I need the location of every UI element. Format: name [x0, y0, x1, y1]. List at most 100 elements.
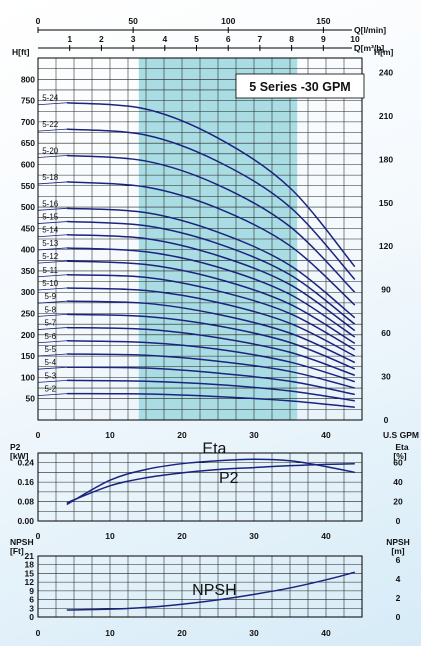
curve-label-5-11: 5-11: [43, 266, 59, 275]
head-curve-5-6: [66, 340, 356, 383]
y-tick-label: 250: [21, 309, 35, 319]
top-axis-tick-label: 2: [99, 34, 104, 44]
head-curve-5-3: [66, 379, 355, 402]
y-tick-label: 450: [21, 223, 35, 233]
head-curve-5-10: [66, 287, 356, 357]
y-tick-label: 200: [21, 330, 35, 340]
npsh-axis-label: NPSH: [10, 537, 34, 547]
curve-label-5-10: 5-10: [42, 279, 59, 288]
p2-curve-label: P2: [219, 470, 239, 487]
npsh-curve: [66, 571, 355, 611]
npsh-m-tick-label: 4: [396, 574, 401, 584]
eta-axis-unit: [%]: [393, 451, 406, 461]
curve-label-5-24: 5-24: [42, 94, 59, 103]
x-tick-label: 10: [105, 430, 115, 440]
top-axis-tick-label: 5: [194, 34, 199, 44]
npsh-right-axis-unit: [m]: [391, 546, 404, 556]
head-curve-5-5: [66, 353, 355, 389]
y-axis-label: H[ft]: [12, 47, 30, 57]
y-tick-label: 100: [21, 372, 35, 382]
eta-tick-label: 20: [393, 497, 403, 507]
head-curve-5-7: [66, 326, 356, 376]
power-plot-frame: [37, 452, 363, 522]
y-tick-label: 800: [21, 74, 35, 84]
head-curve-5-24: [66, 101, 356, 268]
curve-label-leader: [37, 287, 67, 291]
eta-axis-label: Eta: [395, 442, 409, 452]
head-curve-5-4: [66, 366, 355, 396]
x-tick-label: 20: [177, 628, 187, 638]
head-curve-5-20: [66, 154, 356, 293]
eta-curve-label: Eta: [202, 440, 226, 457]
y-right-tick-label: 120: [379, 241, 393, 251]
top-axis-tick-label: 3: [131, 34, 136, 44]
curve-label-leader: [37, 353, 67, 357]
head-curve-5-18: [66, 181, 356, 306]
x-tick-label: 10: [105, 531, 115, 541]
curve-label-5-20: 5-20: [42, 147, 59, 156]
p2-tick-label: 0.00: [17, 516, 34, 526]
curve-label-5-6: 5-6: [44, 332, 56, 341]
top-axis-label: Q[l/min]: [354, 25, 386, 35]
curve-label-5-8: 5-8: [44, 305, 56, 314]
head-curve-5-8: [66, 313, 356, 370]
head-curve-5-11: [66, 274, 356, 351]
x-tick-label: 30: [249, 628, 259, 638]
y-right-tick-label: 210: [379, 111, 393, 121]
head-curve-5-15: [66, 220, 356, 325]
curve-label-5-15: 5-15: [42, 213, 59, 222]
top-axis-tick-label: 150: [316, 16, 330, 26]
curve-label-5-9: 5-9: [44, 292, 56, 301]
top-axis-tick-label: 10: [350, 34, 360, 44]
x-tick-label: 30: [249, 531, 259, 541]
y-tick-label: 400: [21, 245, 35, 255]
x-tick-label: 0: [36, 430, 41, 440]
y-tick-label: 600: [21, 159, 35, 169]
x-tick-label: 40: [321, 531, 331, 541]
curve-label-leader: [37, 274, 67, 278]
curve-label-5-5: 5-5: [44, 345, 56, 354]
curve-label-5-16: 5-16: [42, 199, 59, 208]
x-tick-label: 30: [249, 430, 259, 440]
curve-label-leader: [37, 155, 67, 158]
top-axis-tick-label: 9: [321, 34, 326, 44]
head-curve-5-2: [66, 392, 355, 408]
curve-label-leader: [37, 247, 67, 251]
npsh-curve-label: NPSH: [192, 582, 236, 599]
y-right-tick-label: 0: [384, 415, 389, 425]
curve-label-5-14: 5-14: [42, 226, 59, 235]
curve-label-leader: [37, 102, 67, 106]
top-axis-tick-label: 50: [128, 16, 138, 26]
npsh-ft-tick-label: 18: [25, 560, 35, 570]
y-right-tick-label: 30: [381, 372, 391, 382]
npsh-right-axis-label: NPSH: [386, 537, 410, 547]
curve-label-leader: [37, 327, 67, 330]
npsh-m-tick-label: 6: [396, 555, 401, 565]
head-curve-5-16: [66, 207, 356, 319]
curve-label-5-13: 5-13: [42, 239, 59, 248]
x-tick-label: 0: [36, 628, 41, 638]
npsh-ft-tick-label: 6: [29, 595, 34, 605]
curve-label-leader: [37, 366, 67, 370]
curve-label-leader: [37, 181, 67, 185]
y-right-tick-label: 150: [379, 198, 393, 208]
top-axis-tick-label: 0: [36, 16, 41, 26]
top-axis-tick-label: 4: [162, 34, 167, 44]
curve-label-leader: [37, 234, 67, 238]
x-tick-label: 20: [177, 430, 187, 440]
eta-tick-label: 0: [396, 516, 401, 526]
y-tick-label: 500: [21, 202, 35, 212]
top-axis-tick-label: 1: [67, 34, 72, 44]
curve-label-5-2: 5-2: [44, 385, 56, 394]
curve-label-leader: [37, 128, 67, 132]
curve-label-5-3: 5-3: [44, 371, 56, 380]
x-tick-label: 20: [177, 531, 187, 541]
y-tick-label: 350: [21, 266, 35, 276]
head-curve-5-14: [66, 233, 356, 332]
y-tick-label: 50: [26, 394, 36, 404]
curve-label-leader: [37, 207, 67, 211]
curve-label-5-12: 5-12: [42, 252, 59, 261]
npsh-axis-unit: [Ft]: [10, 546, 24, 556]
npsh-ft-tick-label: 3: [29, 603, 34, 613]
